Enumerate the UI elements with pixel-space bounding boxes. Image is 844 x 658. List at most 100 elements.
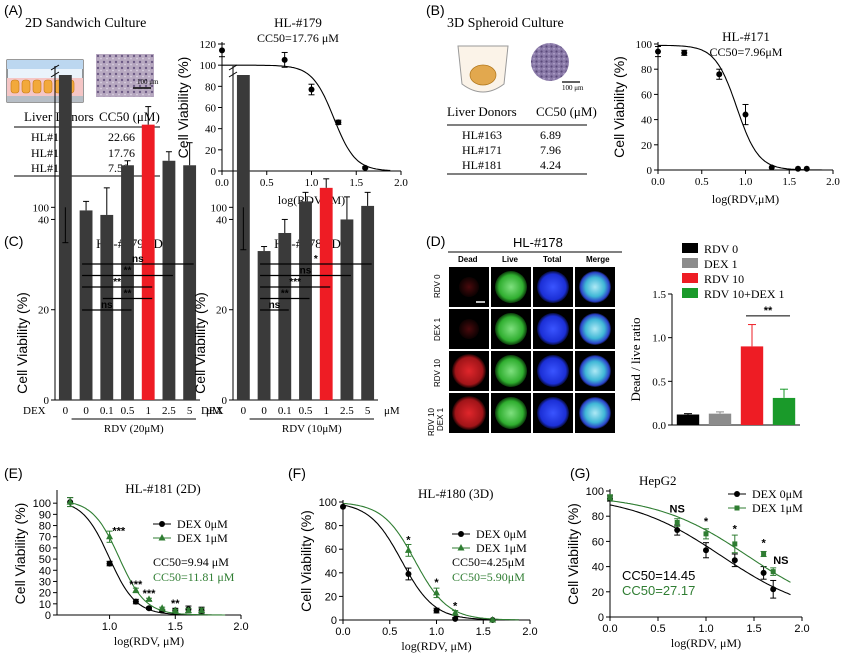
spheroid-blob [537, 397, 569, 429]
x-axis-label: log(RDV, μM) [114, 634, 184, 648]
fit-curve [609, 500, 791, 583]
cc50-label: CC50=11.81 μM [153, 570, 235, 584]
data-point [146, 605, 152, 612]
axis-break [228, 64, 238, 78]
unit-label: μM [384, 405, 400, 417]
data-point [281, 56, 288, 63]
x-tick-label: 0 [83, 405, 89, 417]
spheroid-blob [495, 397, 527, 429]
y-tick-label: 1.5 [652, 289, 666, 301]
fit-curve [342, 504, 519, 621]
panel-b-table-cell: 7.96 [540, 143, 561, 157]
bar [676, 414, 700, 425]
bar [740, 346, 764, 425]
y-tick-label: 20 [592, 587, 604, 599]
y-tick-label: 100 [33, 202, 50, 214]
bar [708, 413, 732, 425]
chart-a-dose-response: 0.0 0.5 1.0 1.5 2.0020406080100120log(RDV,μM… [175, 15, 408, 207]
x-axis-label: RDV (10μM) [282, 423, 342, 435]
significance-label: * [761, 537, 766, 549]
significance-label: ** [113, 277, 121, 288]
y-tick-label: 100 [200, 60, 217, 72]
y-axis-label: Cell Viability (%) [14, 292, 30, 394]
bar [772, 397, 796, 425]
bar [79, 210, 93, 400]
x-tick-label: 2.5 [340, 405, 354, 417]
x-tick-label: 1.5 [782, 176, 796, 188]
significance-label: ns [300, 266, 312, 277]
chart-title: HepG2 [639, 473, 677, 488]
y-axis-label: Cell Viability (%) [565, 503, 581, 605]
fit-curve [222, 64, 391, 171]
y-tick-label: 20 [325, 591, 337, 603]
data-point [674, 520, 680, 525]
panel-label-e: (E) [4, 465, 23, 481]
y-tick-label: 0 [331, 615, 337, 627]
significance-label: *** [129, 579, 143, 591]
chart-title: HL-#180 (3D) [418, 486, 493, 501]
x-tick-label: 0.5 [650, 623, 665, 635]
panel-d-title: HL-#178 [513, 235, 563, 250]
legend-swatch [682, 258, 698, 268]
col-header-dead: Dead [458, 255, 478, 264]
row-label-rdv10dex1-line1: RDV 10 [427, 407, 436, 436]
data-point [732, 541, 738, 547]
data-point [803, 165, 810, 172]
cc50-label: CC50=4.25μM [452, 555, 525, 569]
data-point [458, 531, 464, 537]
data-point [171, 606, 179, 614]
data-point [405, 570, 412, 577]
significance-label: ** [281, 289, 289, 300]
x-tick-label: 1.5 [349, 177, 363, 189]
significance-label: ** [171, 598, 180, 610]
x-tick-label: 0.0 [335, 626, 350, 638]
chart-title: HL-#171 [722, 29, 770, 44]
x-tick-label: 0.5 [121, 405, 135, 417]
spheroid-blob [495, 313, 527, 345]
x-tick-label: 1.5 [746, 623, 761, 635]
legend-label: DEX 1μM [476, 541, 527, 555]
y-tick-label: 100 [319, 497, 337, 509]
data-point [489, 616, 497, 623]
y-tick-label: 20 [216, 305, 228, 317]
x-tick-label: 1.5 [168, 621, 183, 633]
panel-b-table-cell: HL#163 [462, 128, 502, 142]
significance-label: *** [143, 588, 157, 600]
panel-b-table: Liver Donors CC50 (μM) HL#163 6.89 HL#17… [447, 104, 597, 175]
y-tick-label: 40 [216, 214, 228, 226]
data-point [607, 494, 613, 500]
data-point [340, 503, 346, 510]
significance-label: * [733, 524, 738, 536]
micrograph-2d: 100 μm [96, 54, 159, 97]
data-point [158, 604, 166, 611]
x-tick-label: 0.5 [299, 405, 313, 417]
data-point [308, 86, 315, 93]
legend-swatch [682, 243, 698, 253]
data-point [734, 505, 740, 511]
chart-subtitle: CC50=17.76 μM [257, 31, 339, 45]
y-tick-label: 0 [211, 166, 217, 178]
y-tick-label: 80 [205, 81, 217, 93]
spheroid-blob [452, 354, 486, 388]
bar [100, 214, 114, 400]
x-axis-label: log(RDV, μM) [401, 639, 471, 653]
data-point [761, 551, 767, 557]
spheroid-blob [459, 319, 479, 339]
data-point [433, 588, 440, 596]
fluorescence-tiles [449, 267, 615, 433]
y-tick-label: 60 [592, 536, 604, 548]
y-tick-label: 100 [586, 486, 604, 498]
significance-label: * [704, 516, 709, 528]
x-tick-label: 0.5 [695, 176, 709, 188]
x-tick-label: 0.0 [651, 176, 665, 188]
y-tick-label: 10 [39, 599, 51, 611]
significance-label: ** [124, 266, 132, 277]
x-tick-label: 2.5 [162, 405, 176, 417]
significance-label: ns [269, 300, 281, 311]
cc50-label: CC50=14.45 [622, 568, 695, 583]
data-point [703, 531, 709, 537]
data-point [106, 560, 113, 567]
